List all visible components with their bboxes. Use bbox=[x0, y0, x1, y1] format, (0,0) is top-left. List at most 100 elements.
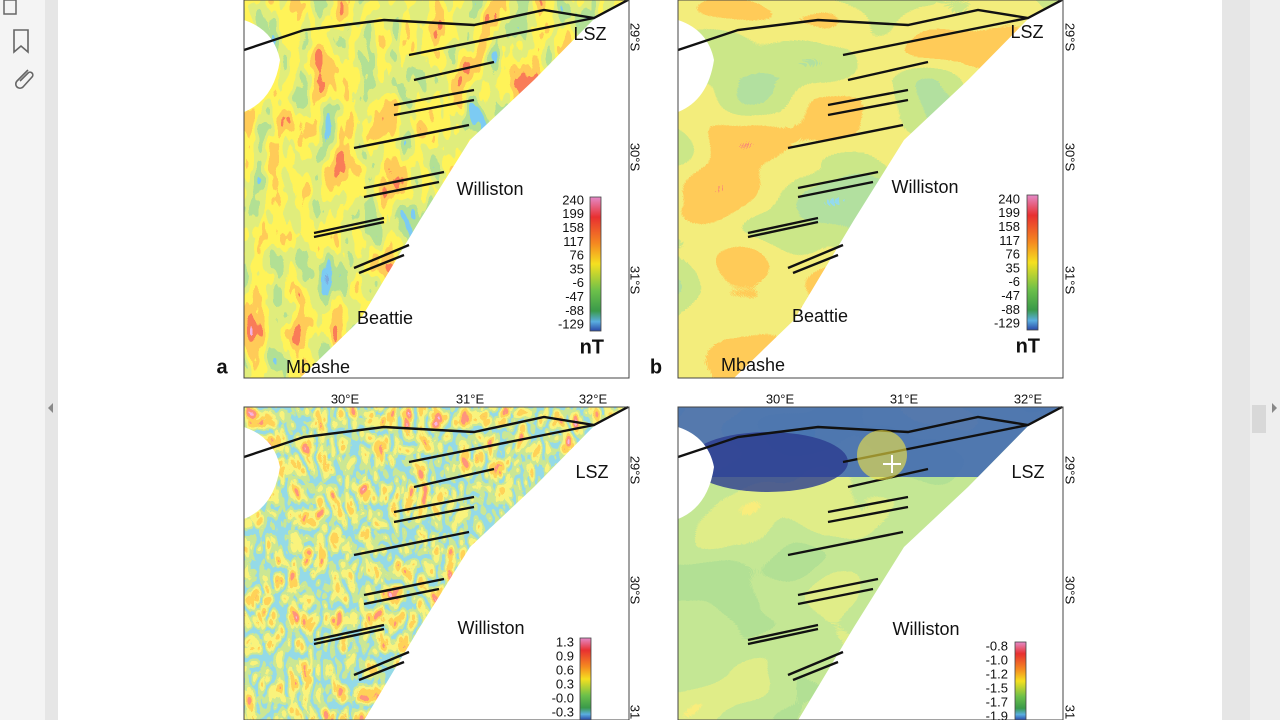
fault-line bbox=[408, 423, 595, 464]
cursor bbox=[883, 455, 901, 473]
lon-label: 31°E bbox=[456, 391, 485, 406]
colorbar-label: 1.3 bbox=[556, 634, 574, 649]
bay bbox=[678, 20, 714, 112]
fault-line bbox=[313, 627, 385, 646]
lat-label: 29°S bbox=[1063, 456, 1078, 485]
panel-label: a bbox=[216, 356, 228, 378]
fault-line bbox=[363, 170, 445, 190]
colorbar-label: -1.0 bbox=[986, 652, 1008, 667]
place-label: Beattie bbox=[792, 306, 848, 326]
colorbar-label: 76 bbox=[1006, 247, 1020, 262]
lat-label: 31 bbox=[1063, 705, 1078, 719]
colorbar-unit: nT bbox=[1016, 335, 1040, 357]
lon-label: 32°E bbox=[579, 391, 608, 406]
colorbar-label: -1.9 bbox=[986, 708, 1008, 720]
lon-label: 32°E bbox=[1014, 391, 1043, 406]
map-panel bbox=[677, 0, 1064, 379]
fault-line bbox=[413, 467, 495, 489]
colorbar-label: -47 bbox=[1001, 288, 1020, 303]
place-label: Williston bbox=[456, 179, 523, 199]
colorbar-label: -0.8 bbox=[986, 638, 1008, 653]
colorbar-label: 117 bbox=[999, 233, 1020, 248]
place-label: Williston bbox=[891, 177, 958, 197]
fault-line bbox=[363, 587, 440, 606]
colorbar-label: 158 bbox=[562, 220, 584, 235]
colorbar-label: -88 bbox=[1001, 302, 1020, 317]
colorbar-label: -1.7 bbox=[986, 694, 1008, 709]
lat-label: 30°S bbox=[1063, 576, 1078, 605]
colorbar-label: 0.3 bbox=[556, 676, 574, 691]
map-border bbox=[243, 0, 630, 379]
fault-line bbox=[393, 505, 475, 524]
fault-line bbox=[747, 627, 819, 646]
fault-line bbox=[393, 98, 475, 117]
bay bbox=[244, 427, 280, 519]
fault-line bbox=[747, 623, 819, 642]
fault-line bbox=[827, 98, 909, 117]
fault-line bbox=[787, 530, 904, 557]
fault-line bbox=[747, 220, 819, 239]
fault-line bbox=[358, 660, 405, 682]
fault-line bbox=[797, 180, 874, 199]
colorbar-label: -129 bbox=[994, 316, 1020, 331]
fault-line bbox=[353, 243, 410, 270]
fault-line bbox=[827, 88, 909, 107]
fault-line bbox=[797, 170, 879, 190]
map-border bbox=[677, 0, 1064, 379]
expand-arrow[interactable] bbox=[1272, 403, 1277, 413]
colorbar-label: 35 bbox=[570, 261, 584, 276]
fault-line bbox=[827, 505, 909, 524]
map-panel bbox=[243, 0, 630, 379]
colorbar-label: -0.3 bbox=[552, 704, 574, 719]
fault-line bbox=[847, 60, 929, 82]
fault-line bbox=[353, 650, 410, 677]
colorbar-label: -6 bbox=[572, 275, 584, 290]
colorbar-label: 199 bbox=[562, 206, 584, 221]
colorbar-label: 199 bbox=[998, 205, 1020, 220]
colorbar-label: -1.5 bbox=[986, 680, 1008, 695]
fault-line bbox=[797, 577, 879, 597]
fault-line bbox=[787, 650, 844, 677]
fault-line bbox=[353, 530, 470, 557]
place-label: Williston bbox=[892, 619, 959, 639]
cursor-highlight bbox=[857, 430, 907, 480]
bay bbox=[244, 20, 280, 112]
fault-line bbox=[313, 220, 385, 239]
colorbar bbox=[589, 196, 602, 332]
colorbar-label: -0.0 bbox=[552, 690, 574, 705]
colorbar-label: 0.9 bbox=[556, 648, 574, 663]
attachment-icon[interactable] bbox=[14, 69, 34, 90]
lat-label: 31 bbox=[628, 705, 643, 719]
fault-line bbox=[393, 88, 475, 107]
place-label: Beattie bbox=[357, 308, 413, 328]
pages-icon[interactable] bbox=[3, 0, 17, 15]
map-border bbox=[243, 406, 630, 720]
fault-line bbox=[363, 180, 440, 199]
lat-label: 30°S bbox=[1063, 143, 1078, 172]
place-label: Williston bbox=[457, 618, 524, 638]
fault-line bbox=[797, 587, 874, 606]
map-panel bbox=[243, 405, 630, 720]
lon-label: 31°E bbox=[890, 391, 919, 406]
place-label: LSZ bbox=[573, 24, 606, 44]
sidebar bbox=[0, 0, 45, 720]
fault-line bbox=[792, 660, 839, 682]
place-label: Mbashe bbox=[721, 355, 785, 375]
fault-line bbox=[358, 253, 405, 275]
scroll-thumb[interactable] bbox=[1252, 405, 1266, 433]
fault-line bbox=[792, 253, 839, 275]
fault-line bbox=[827, 495, 909, 514]
lon-label: 30°E bbox=[331, 391, 360, 406]
bookmark-icon[interactable] bbox=[13, 29, 29, 54]
colorbar bbox=[1026, 194, 1039, 331]
colorbar-label: 240 bbox=[562, 192, 584, 207]
place-label: LSZ bbox=[1011, 462, 1044, 482]
lat-label: 29°S bbox=[628, 23, 643, 52]
fault-line bbox=[408, 16, 595, 57]
fault-line bbox=[393, 495, 475, 514]
colorbar bbox=[1014, 641, 1027, 720]
collapse-arrow[interactable] bbox=[48, 403, 53, 413]
colorbar-unit: nT bbox=[580, 336, 604, 358]
colorbar bbox=[579, 637, 592, 720]
